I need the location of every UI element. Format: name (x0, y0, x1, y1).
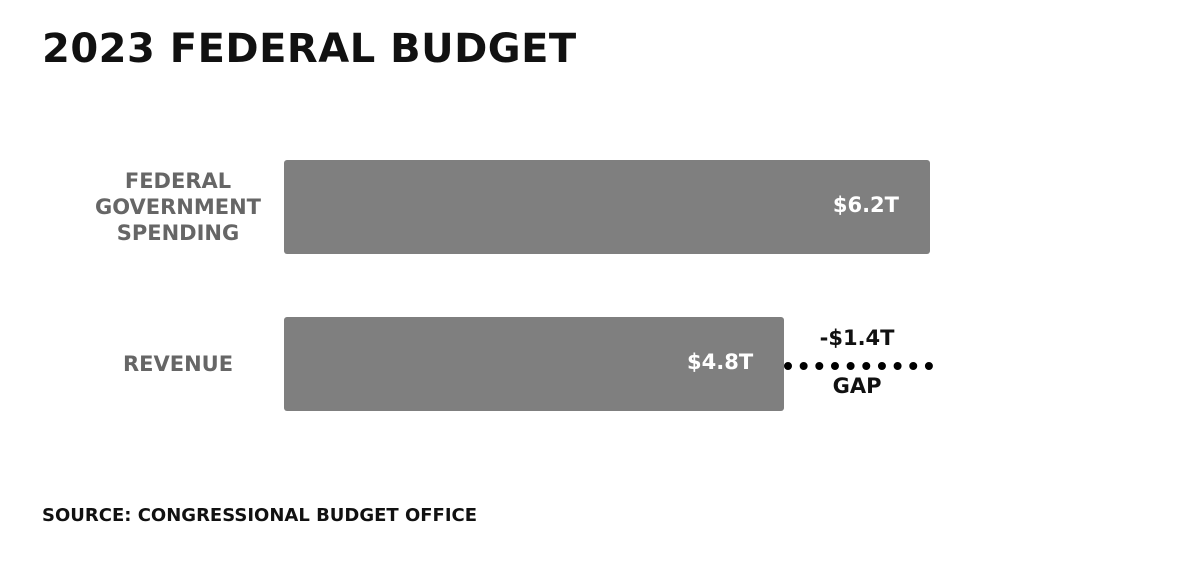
category-label-line: REVENUE (122, 352, 234, 376)
bar (284, 160, 930, 254)
category-label-line: GOVERNMENT (94, 195, 261, 219)
category-label-line: SPENDING (116, 221, 240, 245)
bar-value-label: $4.8T (687, 350, 754, 374)
bar-value-label: $6.2T (832, 193, 899, 217)
category-label: FEDERAL GOVERNMENT SPENDING (60, 168, 296, 246)
gap-value-label: -$1.4T (819, 326, 895, 350)
gap-label: GAP (832, 374, 882, 398)
gap-dotted-line (784, 362, 933, 370)
category-label-line: FEDERAL (124, 169, 232, 193)
category-label: REVENUE (60, 351, 296, 377)
chart-title: 2023 FEDERAL BUDGET (42, 26, 577, 72)
source-note: SOURCE: CONGRESSIONAL BUDGET OFFICE (42, 505, 478, 526)
bar (284, 317, 785, 411)
